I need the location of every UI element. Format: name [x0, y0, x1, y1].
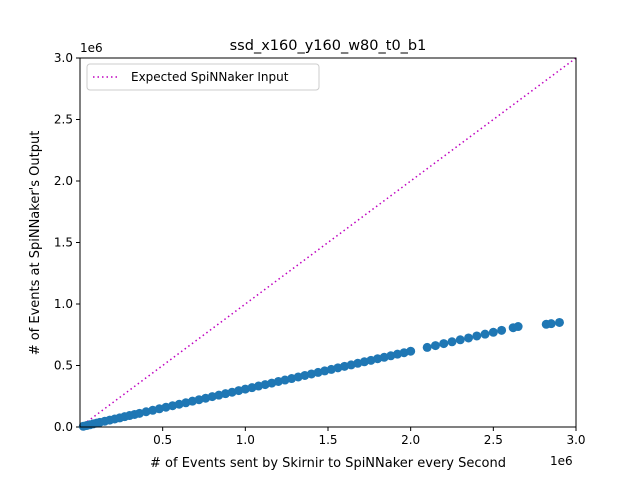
- y-tick-label: 2.0: [54, 174, 73, 188]
- data-point: [472, 331, 482, 341]
- data-point: [455, 335, 465, 345]
- x-offset-label: 1e6: [550, 454, 573, 468]
- x-tick-label: 0.5: [153, 433, 172, 447]
- data-point: [554, 317, 564, 327]
- x-tick-label: 1.5: [318, 433, 337, 447]
- x-tick-label: 1.0: [236, 433, 255, 447]
- x-tick-label: 3.0: [566, 433, 585, 447]
- y-tick-label: 2.5: [54, 113, 73, 127]
- legend-box: [86, 63, 320, 91]
- y-tick-label: 1.5: [54, 236, 73, 250]
- x-tick-label: 2.5: [484, 433, 503, 447]
- y-tick-label: 0.5: [54, 359, 73, 373]
- x-tick-label: 2.0: [401, 433, 420, 447]
- data-point: [497, 325, 507, 335]
- data-point: [488, 327, 498, 337]
- chart-title: ssd_x160_y160_w80_t0_b1: [230, 38, 427, 54]
- data-point: [513, 322, 523, 332]
- axis-ticks: 0.5 1.0 1.5 2.0 2.5 3.0 0.0 0.5 1.0 1.5 2.0 2.5 3.0: [54, 51, 586, 447]
- y-axis-label: # of Events at SpiNNaker's Output: [28, 131, 43, 356]
- y-tick-label: 0.0: [54, 420, 73, 434]
- data-point: [430, 341, 440, 351]
- data-point: [447, 337, 457, 347]
- y-tick-label: 3.0: [54, 51, 73, 65]
- data-point: [422, 342, 432, 352]
- y-tick-label: 1.0: [54, 297, 73, 311]
- data-point: [439, 339, 449, 349]
- data-point: [546, 319, 556, 329]
- data-point: [464, 333, 474, 343]
- y-offset-label: 1e6: [80, 41, 103, 55]
- data-point: [480, 329, 490, 339]
- plot-frame: [79, 57, 577, 428]
- scatter-points: [78, 317, 564, 431]
- data-point: [406, 346, 416, 356]
- legend: Expected SpiNNaker Input: [86, 63, 320, 91]
- legend-label: Expected SpiNNaker Input: [131, 70, 289, 84]
- x-axis-label: # of Events sent by Skirnir to SpiNNaker…: [150, 456, 506, 471]
